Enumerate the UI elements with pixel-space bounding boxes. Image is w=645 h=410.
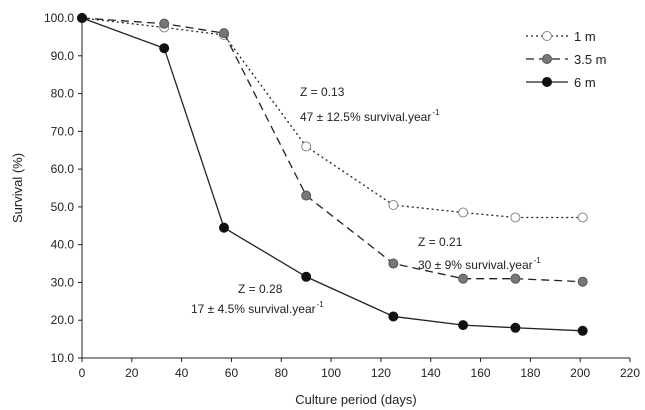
y-tick-label: 20.0 bbox=[51, 313, 75, 327]
legend-marker-3-5m bbox=[542, 54, 552, 64]
data-point-3-5m bbox=[159, 18, 170, 29]
data-point-1m bbox=[301, 141, 312, 152]
x-tick-label: 180 bbox=[520, 366, 540, 380]
data-point-3-5m bbox=[577, 276, 588, 287]
data-point-6m bbox=[510, 322, 521, 333]
y-tick-label: 60.0 bbox=[51, 162, 75, 176]
series-6m bbox=[77, 13, 588, 336]
x-tick-label: 140 bbox=[421, 366, 441, 380]
y-tick-label: 100.0 bbox=[44, 11, 74, 25]
y-axis-title: Survival (%) bbox=[10, 153, 25, 223]
data-point-1m bbox=[458, 207, 469, 218]
annotation-survival-1m: 47 ± 12.5% survival.year-1 bbox=[300, 108, 440, 124]
legend: 1 m 3.5 m 6 m bbox=[526, 29, 607, 90]
x-tick-label: 200 bbox=[570, 366, 590, 380]
data-point-3-5m bbox=[458, 273, 469, 284]
data-point-3-5m bbox=[510, 273, 521, 284]
series-line-3-5m bbox=[81, 17, 583, 283]
annotation-survival-6m: 17 ± 4.5% survival.year-1 bbox=[191, 300, 324, 316]
x-tick-label: 160 bbox=[471, 366, 491, 380]
x-axis-title: Culture period (days) bbox=[295, 392, 416, 407]
y-tick-label: 30.0 bbox=[51, 275, 75, 289]
x-tick-label: 120 bbox=[371, 366, 391, 380]
annotation-z-1m: Z = 0.13 bbox=[300, 85, 345, 99]
data-point-6m bbox=[388, 311, 399, 322]
legend-label-3-5m: 3.5 m bbox=[574, 52, 607, 67]
annotation-6m: Z = 0.28 17 ± 4.5% survival.year-1 bbox=[191, 282, 324, 316]
y-tick-label: 90.0 bbox=[51, 49, 75, 63]
legend-label-6m: 6 m bbox=[574, 75, 596, 90]
annotation-z-3-5m: Z = 0.21 bbox=[418, 235, 463, 249]
y-tick-label: 50.0 bbox=[51, 200, 75, 214]
data-point-6m bbox=[301, 271, 312, 282]
x-tick-label: 80 bbox=[275, 366, 289, 380]
annotation-z-6m: Z = 0.28 bbox=[238, 282, 283, 296]
series-line-6m bbox=[81, 17, 583, 332]
data-point-3-5m bbox=[218, 28, 229, 39]
x-tick-label: 20 bbox=[125, 366, 139, 380]
series-layer bbox=[77, 13, 588, 336]
data-point-6m bbox=[458, 320, 469, 331]
x-tick-label: 220 bbox=[620, 366, 640, 380]
annotation-1m: Z = 0.13 47 ± 12.5% survival.year-1 bbox=[300, 85, 440, 124]
series-3-5m bbox=[77, 13, 588, 287]
data-point-3-5m bbox=[388, 258, 399, 269]
y-tick-label: 70.0 bbox=[51, 124, 75, 138]
axes bbox=[81, 18, 630, 359]
annotation-survival-3-5m: 30 ± 9% survival.year-1 bbox=[418, 256, 541, 272]
y-tick-label: 40.0 bbox=[51, 238, 75, 252]
series-line-1m bbox=[81, 17, 583, 219]
legend-label-1m: 1 m bbox=[574, 29, 596, 44]
axis-ticks: 0 20 40 60 80 100 120 140 160 180 200 220 10.0 20.0 30… bbox=[44, 11, 640, 380]
data-point-6m bbox=[77, 13, 87, 23]
legend-marker-6m bbox=[542, 77, 552, 87]
x-tick-label: 0 bbox=[79, 366, 86, 380]
annotation-3-5m: Z = 0.21 30 ± 9% survival.year-1 bbox=[418, 235, 541, 272]
data-point-6m bbox=[159, 43, 170, 54]
data-point-1m bbox=[388, 200, 399, 210]
legend-marker-1m bbox=[542, 31, 552, 41]
data-point-1m bbox=[510, 212, 521, 223]
y-tick-label: 10.0 bbox=[51, 351, 75, 365]
data-point-6m bbox=[577, 325, 588, 336]
data-point-3-5m bbox=[301, 190, 312, 201]
data-point-1m bbox=[577, 212, 588, 223]
x-tick-label: 60 bbox=[225, 366, 239, 380]
x-tick-label: 40 bbox=[175, 366, 189, 380]
y-tick-label: 80.0 bbox=[51, 87, 75, 101]
data-point-6m bbox=[218, 222, 229, 233]
x-tick-label: 100 bbox=[321, 366, 341, 380]
